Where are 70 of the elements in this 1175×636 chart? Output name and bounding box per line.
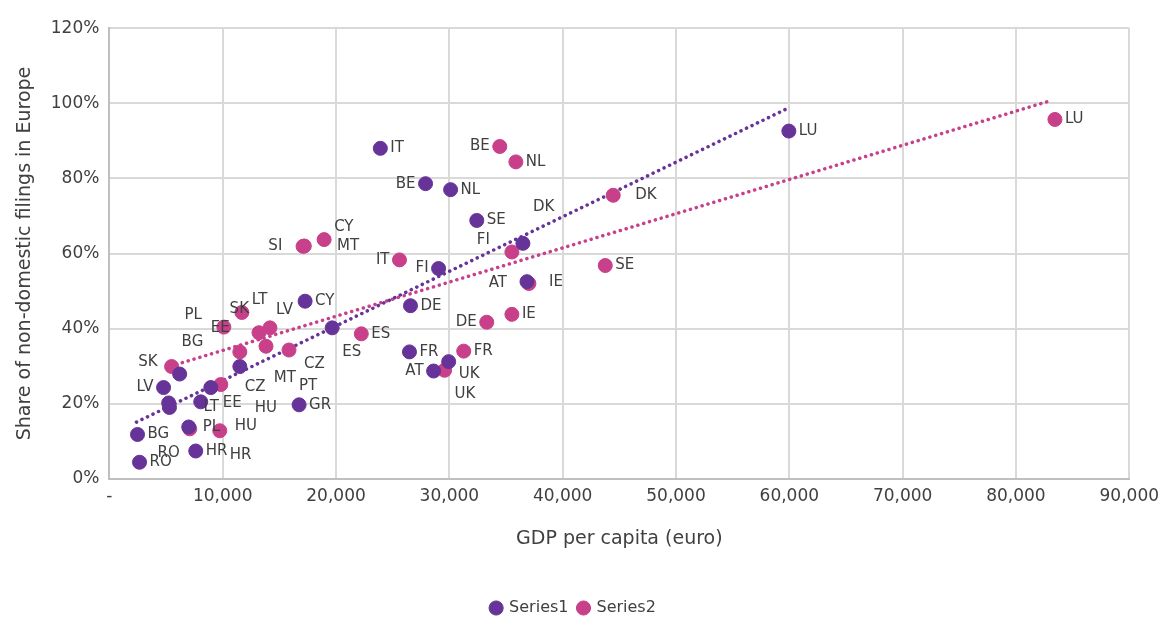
annotation: IE: [548, 271, 563, 290]
legend-label: Series1: [509, 597, 569, 617]
x-tick-label: 10,000: [192, 485, 253, 506]
annotation: DK: [635, 185, 658, 204]
annotation: LU: [1064, 109, 1084, 128]
annotation: DK: [532, 197, 556, 216]
annotation: PL: [184, 304, 203, 323]
annotation: CZ: [244, 377, 266, 396]
annotation: HR: [205, 440, 228, 459]
annotation: BG: [147, 424, 170, 443]
annotation: NL: [525, 151, 547, 170]
annotation: HU: [254, 398, 278, 417]
x-axis-title: GDP per capita (euro): [516, 525, 723, 548]
x-tick-label: 70,000: [872, 485, 933, 506]
annotation: UK: [458, 363, 481, 382]
annotation: FI: [476, 229, 490, 248]
annotation: LT: [203, 397, 220, 416]
annotation: CY: [334, 217, 355, 236]
annotation: BE: [470, 136, 490, 155]
annotation: LV: [276, 300, 294, 319]
annotation: HR: [229, 444, 252, 463]
y-tick-label: 80%: [61, 166, 100, 187]
annotation: MT: [337, 236, 360, 255]
annotation: BG: [181, 332, 204, 351]
annotation: MT: [273, 368, 297, 387]
annotation: IT: [390, 138, 405, 157]
annotation: ES: [371, 323, 391, 342]
annotation: DE: [420, 295, 442, 314]
annotation: DE: [455, 312, 477, 331]
y-tick-label: 60%: [61, 241, 100, 262]
y-tick-label: 100%: [50, 91, 100, 112]
y-tick-label: 0%: [72, 467, 100, 488]
y-tick-label: 120%: [50, 16, 100, 37]
annotation: BE: [395, 173, 416, 192]
annotation: SK: [138, 351, 159, 370]
x-tick-label: 20,000: [306, 485, 366, 506]
annotation: CY: [315, 291, 336, 310]
x-tick-label: 60,000: [759, 485, 820, 506]
annotation: AT: [405, 360, 425, 379]
x-tick-label: 50,000: [646, 485, 706, 506]
annotation: AT: [488, 273, 508, 292]
annotation: GR: [309, 394, 332, 413]
x-tick-label: 30,000: [419, 485, 480, 506]
y-tick-label: 40%: [61, 317, 100, 338]
y-axis-title: Share of non-domestic filings in Europe: [12, 66, 35, 441]
annotation: SE: [615, 255, 635, 274]
annotation: SI: [268, 235, 283, 254]
annotation: NL: [460, 179, 481, 198]
annotation: UK: [454, 384, 477, 403]
annotation: SE: [486, 210, 506, 229]
x-tick-label: 90,000: [1099, 485, 1159, 506]
annotation: ES: [342, 341, 362, 360]
x-tick-label: -: [106, 485, 113, 506]
annotation: LU: [798, 120, 818, 139]
annotation: LV: [136, 377, 155, 396]
annotation: HU: [234, 415, 257, 434]
y-tick-label: 20%: [61, 392, 100, 413]
annotation: FI: [415, 258, 429, 277]
annotation: FR: [419, 341, 439, 360]
annotation: CZ: [303, 353, 325, 372]
legend-label: Series2: [596, 597, 656, 617]
annotation: IT: [375, 249, 391, 268]
x-tick-label: 80,000: [986, 485, 1046, 506]
annotation: LT: [251, 290, 269, 309]
annotation: FR: [473, 341, 493, 360]
annotation: EE: [222, 392, 242, 411]
annotation: PT: [299, 375, 319, 394]
x-tick-label: 40,000: [532, 485, 593, 506]
annotation: PL: [202, 416, 221, 435]
annotation: IE: [521, 304, 536, 323]
